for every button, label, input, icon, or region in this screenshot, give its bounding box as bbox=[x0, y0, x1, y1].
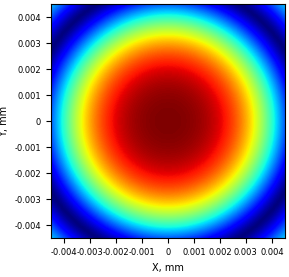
X-axis label: X, mm: X, mm bbox=[152, 263, 184, 273]
Y-axis label: Y, mm: Y, mm bbox=[0, 106, 9, 137]
